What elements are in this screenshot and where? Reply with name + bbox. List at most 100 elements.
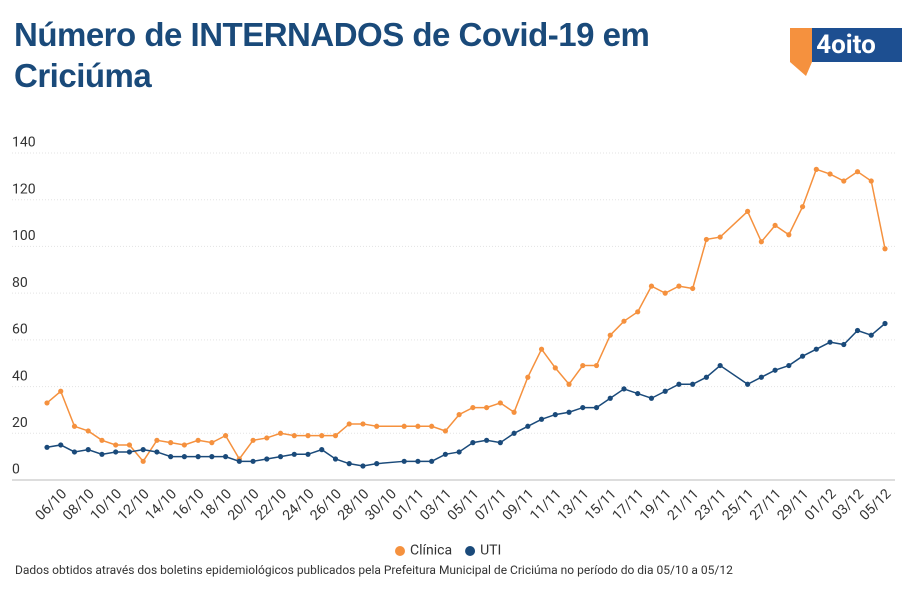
y-tick-label: 140 [12, 135, 36, 151]
point [429, 423, 435, 429]
point [360, 421, 366, 427]
point [305, 451, 311, 457]
y-tick-label: 40 [12, 368, 28, 384]
point [786, 232, 792, 238]
point [113, 449, 119, 455]
point [222, 454, 229, 460]
point [291, 433, 297, 439]
point [195, 454, 201, 460]
point [703, 236, 710, 243]
point [648, 283, 655, 289]
point [236, 458, 242, 464]
note: Dados obtidos através dos boletins epide… [15, 563, 733, 577]
point [58, 388, 64, 394]
point [662, 290, 668, 296]
point [690, 285, 696, 292]
point [168, 454, 174, 460]
point [99, 451, 105, 457]
point [181, 454, 187, 460]
point [882, 320, 888, 327]
point [497, 440, 503, 446]
point [195, 437, 201, 443]
point [58, 442, 64, 448]
point [429, 458, 435, 464]
point [168, 440, 174, 446]
point [882, 246, 888, 252]
legend-marker [395, 546, 405, 556]
point [470, 440, 476, 446]
point [525, 374, 531, 380]
point [538, 416, 545, 422]
point [126, 449, 133, 455]
point [415, 458, 421, 464]
point [593, 362, 600, 369]
point [346, 461, 352, 467]
point [854, 169, 861, 175]
point [717, 234, 723, 240]
point [813, 346, 819, 352]
logo-text: 4oito [816, 30, 876, 60]
point [745, 208, 751, 214]
point [319, 433, 325, 439]
point [662, 388, 668, 394]
point [456, 449, 462, 455]
point [841, 341, 847, 348]
point [154, 449, 160, 455]
chart-title: Número de INTERNADOS de Covid-19 em Cric… [14, 16, 650, 94]
point [690, 381, 696, 387]
y-tick-label: 0 [12, 462, 20, 478]
point [250, 437, 256, 443]
point [484, 404, 490, 411]
point [703, 374, 710, 380]
point [360, 463, 366, 469]
series-line [46, 168, 886, 463]
point [827, 339, 833, 345]
legend-label: Clínica [410, 543, 452, 559]
legend-label: UTI [480, 543, 501, 559]
point [621, 318, 627, 324]
point [717, 362, 723, 369]
point [676, 283, 682, 289]
point [140, 447, 146, 453]
point [250, 458, 256, 464]
point [772, 367, 778, 373]
point [209, 440, 215, 446]
point [332, 433, 339, 439]
point [126, 442, 133, 448]
point [580, 404, 586, 411]
point [374, 461, 380, 467]
point [85, 428, 91, 434]
point [154, 437, 160, 443]
y-tick-label: 100 [12, 228, 36, 244]
point [758, 374, 764, 380]
legend-marker [465, 546, 476, 556]
point [401, 423, 407, 429]
point [813, 166, 819, 172]
point [209, 454, 215, 460]
point [264, 456, 270, 462]
point [566, 381, 572, 387]
point [291, 451, 297, 457]
point [332, 456, 339, 462]
point [374, 423, 380, 429]
series-line [46, 322, 886, 467]
point [511, 430, 517, 436]
point [277, 430, 284, 436]
point [71, 449, 78, 455]
point [113, 442, 119, 448]
point [525, 423, 531, 429]
point [277, 454, 284, 460]
point [854, 327, 861, 334]
point [44, 444, 50, 450]
point [415, 423, 421, 429]
point [401, 458, 407, 464]
point [552, 412, 558, 418]
point [470, 404, 476, 411]
point [140, 458, 146, 464]
point [868, 332, 874, 338]
point [319, 447, 325, 453]
point [607, 332, 613, 338]
point [346, 421, 352, 427]
point [868, 178, 874, 184]
